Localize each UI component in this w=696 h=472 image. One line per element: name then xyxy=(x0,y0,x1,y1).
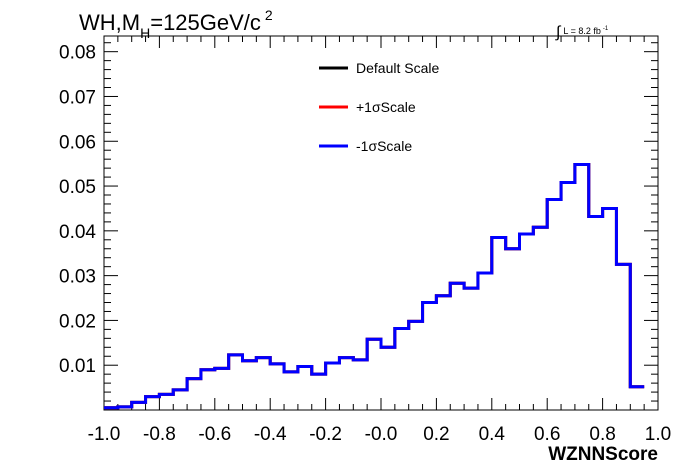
x-tick-label: 0.2 xyxy=(423,424,449,445)
x-tick-label: 0.4 xyxy=(479,424,506,445)
series-line-0 xyxy=(104,163,645,410)
chart-title-prefix: WH,M xyxy=(79,10,140,35)
y-tick-label: 0.04 xyxy=(59,222,96,243)
x-axis-label: WZNNScore xyxy=(548,444,658,465)
y-tick-label: 0.01 xyxy=(59,356,96,377)
y-tick-label: 0.08 xyxy=(59,43,96,64)
chart-title-mid: =125GeV/c xyxy=(150,10,261,35)
series-layer xyxy=(104,163,645,410)
series-line-2 xyxy=(104,163,645,410)
series-line-1 xyxy=(104,163,645,410)
x-tick-label: -0.0 xyxy=(365,424,398,445)
lumi-superscript: -1 xyxy=(603,26,609,32)
x-tick-label: -0.2 xyxy=(309,424,342,445)
y-axis: 0.01 0.02 0.03 0.04 0.05 0.06 0.07 0.08 xyxy=(59,42,658,402)
x-tick-label: 1.0 xyxy=(645,424,671,445)
x-axis: -1.0 -0.8 -0.6 -0.4 -0.2 -0.0 0.2 0.4 0.6 0.8 1.0 xyxy=(88,36,671,445)
luminosity-label: ∫ L = 8.2 fb -1 xyxy=(555,24,609,41)
chart-title: WH,MH=125GeV/c 2 xyxy=(79,7,273,41)
legend: Default Scale +1σScale -1σScale xyxy=(319,60,439,154)
y-tick-label: 0.05 xyxy=(59,177,96,198)
y-tick-label: 0.02 xyxy=(59,311,96,332)
x-tick-label: -0.6 xyxy=(198,424,231,445)
legend-label-plus: +1σScale xyxy=(356,99,416,115)
x-tick-label: -0.4 xyxy=(254,424,287,445)
lumi-text: L = 8.2 fb xyxy=(563,26,600,36)
x-tick-label: 0.8 xyxy=(589,424,615,445)
lumi-integral-sign: ∫ xyxy=(555,24,562,41)
x-tick-label: -1.0 xyxy=(88,424,121,445)
x-tick-label: -0.8 xyxy=(143,424,176,445)
y-tick-label: 0.06 xyxy=(59,132,96,153)
chart-title-superscript: 2 xyxy=(265,7,273,23)
legend-label-default: Default Scale xyxy=(356,60,439,76)
chart-title-subscript: H xyxy=(140,25,150,41)
legend-label-minus: -1σScale xyxy=(356,138,412,154)
x-tick-label: 0.6 xyxy=(534,424,560,445)
plot-frame xyxy=(103,35,659,411)
y-tick-label: 0.07 xyxy=(59,87,96,108)
y-tick-label: 0.03 xyxy=(59,267,96,288)
